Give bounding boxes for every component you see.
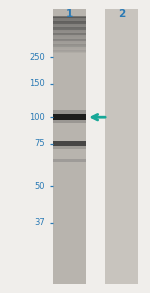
Text: 50: 50 [34,182,45,190]
Text: 75: 75 [34,139,45,148]
Bar [53,28,86,30]
Bar [53,45,86,47]
Bar [53,33,86,35]
Bar [53,31,86,33]
Bar [105,9,138,284]
Text: 37: 37 [34,218,45,227]
Bar [53,34,86,36]
Bar [53,9,86,284]
Bar [53,30,86,31]
Bar [53,49,86,51]
Bar [53,48,86,50]
Bar [53,37,86,38]
Bar [53,51,86,53]
Text: 250: 250 [29,53,45,62]
Text: 100: 100 [29,113,45,122]
Text: 2: 2 [118,9,125,19]
Bar [53,40,86,42]
Bar [53,26,86,28]
Bar [53,46,86,48]
Bar [53,25,86,26]
Bar [53,38,86,40]
Bar [53,159,86,162]
Bar [53,44,86,46]
Bar [53,141,86,146]
Bar [53,110,86,114]
Bar [53,22,86,24]
Text: 1: 1 [66,9,73,19]
Bar [53,27,86,29]
Bar [53,146,86,149]
Bar [53,17,86,19]
Bar [53,23,86,25]
Bar [53,18,86,20]
Bar [53,114,86,120]
Bar [53,20,86,21]
Bar [53,21,86,23]
Bar [53,35,86,37]
Bar [53,32,86,34]
Bar [53,43,86,45]
Bar [53,16,86,18]
Bar [53,39,86,41]
Bar [53,120,86,123]
Text: 150: 150 [29,79,45,88]
Bar [53,50,86,52]
Bar [53,42,86,43]
